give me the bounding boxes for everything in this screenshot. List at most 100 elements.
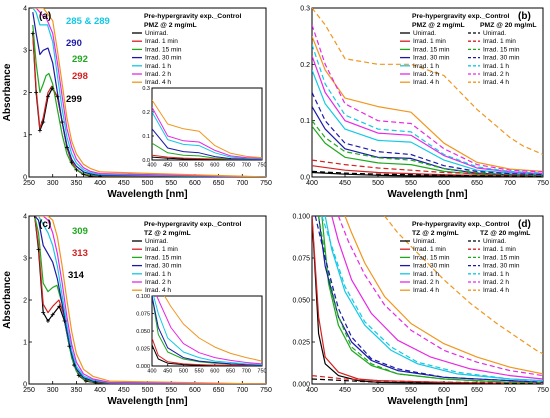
legend-label: Irrad. 4 h — [413, 287, 439, 294]
legend-label: Irrad. 1 min — [145, 246, 178, 253]
series-line — [337, 216, 543, 377]
series-line — [384, 216, 543, 355]
legend-label: Unirrad. — [145, 30, 168, 37]
series-line — [312, 55, 543, 175]
series-line — [32, 8, 266, 177]
legend-label: Unirrad. — [413, 238, 436, 245]
legend-label: Irrad. 30 min — [145, 55, 182, 62]
x-tick-label: 500 — [372, 387, 384, 394]
legend-header: TZ @ 2 mg/mL — [412, 230, 459, 237]
inset-series-line — [152, 337, 262, 366]
y-tick-label: 4 — [23, 5, 27, 12]
inset-x-tick-label: 400 — [147, 369, 156, 375]
panel-a: 250 300 350 400 450 500 550 600 650 700 750 0 1 2 3 4 Wa… — [2, 5, 272, 200]
x-tick-label: 400 — [306, 387, 318, 394]
legend-label: Irrad. 1 min — [413, 246, 446, 253]
panel-b: 400 450 500 550 600 650 700 750 0.0 0.1 0.2 0.3 Wave… — [300, 5, 549, 200]
y-tick-label: 0.075 — [292, 255, 310, 262]
legend-header: TZ @ 20 mg/mL — [480, 230, 530, 237]
peak-annotation: 292 — [72, 54, 88, 65]
x-tick-label: 650 — [471, 387, 483, 394]
legend-label: Irrad. 15 min — [413, 254, 450, 261]
legend-label: Irrad. 4 h — [483, 79, 509, 86]
legend-label: Irrad. 2 h — [145, 279, 171, 286]
series-line — [312, 8, 543, 156]
series-line — [32, 8, 266, 177]
x-tick-label: 550 — [165, 387, 177, 394]
legend-label: Irrad. 30 min — [483, 55, 520, 62]
y-tick-label: 0.050 — [292, 297, 310, 304]
inset-series-group — [152, 296, 262, 366]
x-tick-label: 450 — [118, 180, 130, 187]
inset-series-line — [152, 106, 262, 159]
series-line — [312, 375, 543, 383]
x-tick-label: 550 — [405, 180, 417, 187]
legend-label: Irrad. 1 min — [483, 246, 516, 253]
x-axis-label: Wavelength [nm] — [107, 396, 187, 407]
inset-series-line — [152, 128, 262, 160]
y-axis-label: Absorbance — [2, 271, 13, 329]
y-axis-label: Absorbance — [2, 63, 13, 121]
peak-annotation: 313 — [72, 248, 88, 259]
legend-title: Pre-hypergravity exp._Control — [412, 13, 510, 20]
legend-title: Pre-hypergravity exp._Control — [144, 13, 242, 20]
inset-y-tick-label: 0.1 — [142, 134, 150, 140]
legend-label: Unirrad. — [413, 30, 436, 37]
inset-x-tick-label: 700 — [242, 163, 251, 169]
series-line — [318, 216, 543, 383]
inset-series-line — [153, 296, 262, 366]
y-tick-label: 0.3 — [300, 5, 310, 12]
y-tick-label: 0 — [23, 174, 27, 181]
x-axis-label: Wavelength [nm] — [107, 189, 187, 200]
x-tick-label: 650 — [471, 180, 483, 187]
inset-y-tick-label: 0.0 — [142, 158, 150, 164]
peak-annotation: 290 — [66, 38, 82, 49]
x-tick-label: 550 — [165, 180, 177, 187]
x-tick-label: 600 — [189, 387, 201, 394]
legend-label: Irrad. 15 min — [483, 254, 520, 261]
inset-y-tick-label: 0.050 — [136, 329, 150, 335]
series-line — [312, 92, 543, 176]
legend-label: Irrad. 2 h — [413, 279, 439, 286]
x-tick-label: 300 — [47, 180, 59, 187]
series-line — [32, 8, 266, 177]
x-tick-label: 500 — [142, 180, 154, 187]
series-line — [32, 24, 266, 177]
inset-x-tick-label: 450 — [163, 369, 172, 375]
inset-x-tick-label: 750 — [257, 369, 266, 375]
legend-subtitle: TZ @ 2 mg/mL — [144, 230, 191, 237]
y-tick-label: 1 — [23, 132, 27, 139]
series-line — [34, 216, 266, 384]
legend-label: Irrad. 1 h — [413, 63, 439, 70]
series-line — [312, 159, 543, 176]
y-tick-label: 0.2 — [300, 62, 310, 69]
inset-plot-frame — [151, 295, 263, 367]
inset-y-tick-label: 0.000 — [136, 364, 150, 370]
x-tick-label: 750 — [260, 387, 272, 394]
legend-subtitle: PMZ @ 2 mg/mL — [144, 22, 197, 29]
x-axis-label: Wavelength [nm] — [387, 189, 467, 200]
inset-y-tick-label: 0.025 — [136, 346, 150, 352]
series-group — [312, 216, 543, 384]
legend-label: Irrad. 1 min — [145, 38, 178, 45]
panel-label: (a) — [39, 11, 51, 22]
peak-annotation: 309 — [72, 226, 88, 237]
panel-label: (b) — [518, 11, 531, 22]
inset-y-tick-label: 0.2 — [142, 110, 150, 116]
legend-label: Irrad. 4 h — [413, 79, 439, 86]
inset-y-tick-label: 0.3 — [142, 86, 150, 92]
legend-label: Irrad. 2 h — [483, 71, 509, 78]
x-tick-label: 500 — [372, 180, 384, 187]
legend-label: Unirrad. — [483, 238, 506, 245]
peak-annotation: 314 — [68, 270, 85, 281]
legend-header: PMZ @ 2 mg/mL — [412, 22, 465, 29]
x-axis-label: Wavelength [nm] — [387, 396, 467, 407]
x-tick-label: 250 — [23, 387, 35, 394]
legend-title: Pre-hypergravity exp._Control — [412, 221, 510, 228]
inset-series-line — [156, 296, 262, 365]
legend-label: Irrad. 4 h — [483, 287, 509, 294]
inset-plot-frame — [151, 87, 263, 161]
legend-label: Irrad. 30 min — [483, 263, 520, 270]
inset-x-tick-label: 550 — [195, 369, 204, 375]
inset-x-tick-label: 400 — [147, 163, 156, 169]
